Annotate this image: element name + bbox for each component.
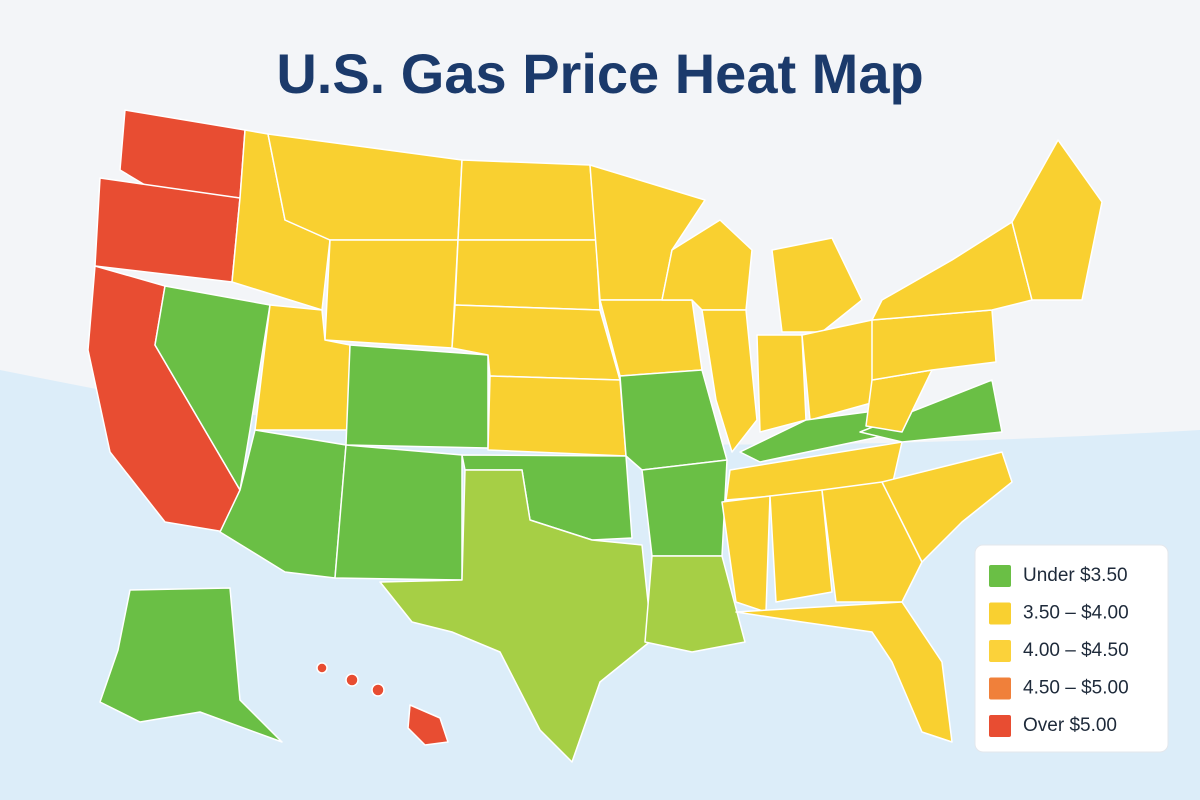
state [771,237,863,333]
state [457,159,597,241]
state [756,334,807,433]
state [371,683,385,697]
legend-swatch [989,640,1011,662]
state [735,601,953,743]
state [316,662,328,674]
legend-label: Over $5.00 [1023,715,1117,736]
legend-swatch [989,602,1011,625]
state [334,444,463,581]
state [345,344,489,449]
legend-label: 4.00 – $4.50 [1023,640,1129,661]
state [407,704,449,746]
map-title: U.S. Gas Price Heat Map [276,42,923,105]
state [881,451,1013,563]
state [379,469,653,763]
legend-label: 3.50 – $4.00 [1023,603,1129,624]
legend-swatch [989,565,1011,587]
us-map [87,109,1103,763]
hawaii [316,662,449,746]
state [641,459,728,557]
state [769,489,833,603]
state [345,673,359,687]
state [701,309,758,453]
state [644,555,746,653]
state [324,239,459,349]
legend-label: 4.50 – $5.00 [1023,678,1129,699]
state [99,587,283,743]
legend-swatch [989,677,1011,700]
state [487,375,627,457]
state [454,239,601,311]
legend-swatch [989,715,1011,737]
state [1011,139,1103,301]
legend: Under $3.50 3.50 – $4.00 4.00 – $4.50 4.50 … [974,544,1169,753]
state [154,285,271,491]
legend-label: Under $3.50 [1023,565,1128,586]
legend-box [974,544,1169,753]
